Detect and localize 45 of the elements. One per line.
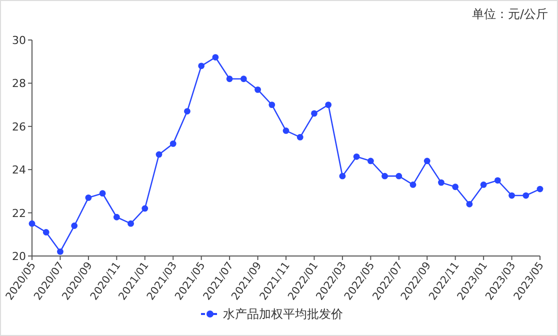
point bbox=[42, 229, 50, 236]
point bbox=[410, 182, 416, 188]
point bbox=[71, 222, 78, 229]
point bbox=[424, 158, 430, 164]
point bbox=[452, 184, 459, 190]
point bbox=[382, 172, 388, 180]
point bbox=[282, 128, 290, 134]
point bbox=[142, 205, 148, 212]
point bbox=[268, 102, 276, 108]
y-tick-label: 26 bbox=[12, 120, 26, 134]
point bbox=[494, 177, 501, 184]
y-tick-label: 28 bbox=[12, 77, 26, 90]
point bbox=[325, 102, 332, 108]
point bbox=[353, 153, 360, 160]
point bbox=[226, 76, 233, 82]
point bbox=[128, 220, 134, 227]
point bbox=[438, 179, 444, 186]
point bbox=[113, 214, 120, 220]
point bbox=[170, 140, 176, 147]
point bbox=[367, 158, 374, 164]
point bbox=[85, 194, 92, 201]
point bbox=[480, 182, 487, 188]
point bbox=[339, 172, 346, 180]
y-tick-label: 24 bbox=[12, 164, 26, 177]
point bbox=[522, 192, 530, 199]
point bbox=[240, 76, 247, 82]
point bbox=[254, 86, 261, 93]
point bbox=[57, 248, 64, 255]
y-tick-label: 22 bbox=[12, 206, 26, 220]
point bbox=[311, 110, 318, 117]
y-tick-label: 30 bbox=[12, 34, 26, 47]
point bbox=[466, 200, 473, 208]
point bbox=[396, 172, 402, 180]
point bbox=[198, 62, 205, 70]
text: 单位：元/公斤 bbox=[472, 7, 548, 21]
point bbox=[296, 134, 304, 140]
point bbox=[156, 151, 162, 158]
point bbox=[184, 108, 190, 114]
y-tick-label: 20 bbox=[12, 250, 26, 263]
point bbox=[99, 190, 106, 197]
point bbox=[536, 186, 544, 192]
point bbox=[508, 192, 515, 199]
point bbox=[212, 54, 219, 60]
legend-label: 水产品加权平均批发价 bbox=[223, 307, 343, 321]
point bbox=[28, 220, 36, 227]
